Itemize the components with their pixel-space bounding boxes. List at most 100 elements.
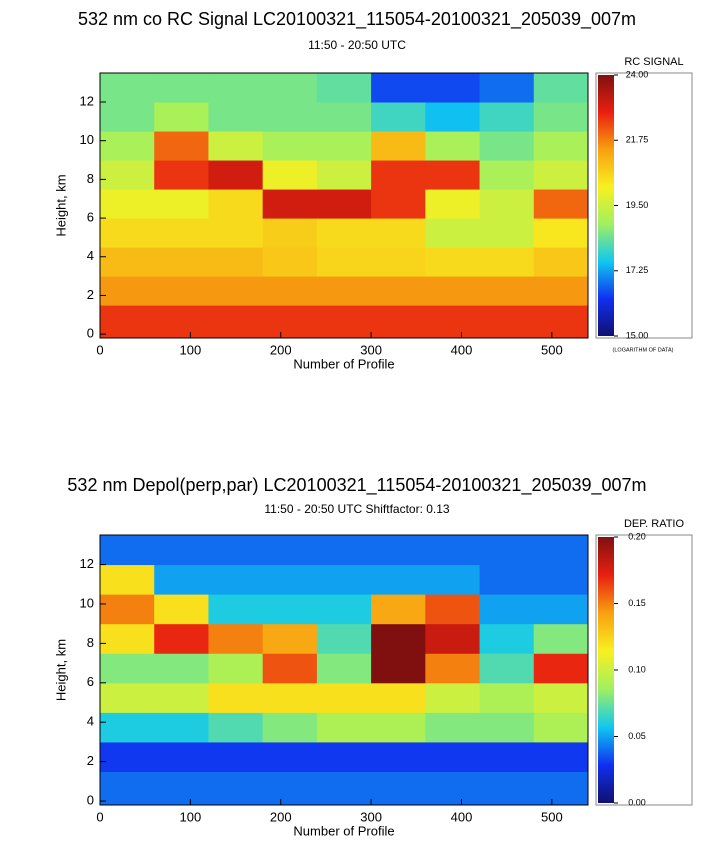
heatmap-cell xyxy=(371,653,426,684)
x-tick-label: 300 xyxy=(360,342,382,357)
heatmap-cell xyxy=(316,623,372,654)
heatmap-cell xyxy=(533,682,589,713)
heatmap-cell xyxy=(479,653,535,684)
x-axis-label: Number of Profile xyxy=(293,823,394,838)
x-tick-label: 200 xyxy=(270,342,292,357)
heatmap-cell xyxy=(154,564,209,595)
x-tick-label: 400 xyxy=(451,809,473,824)
heatmap-cell xyxy=(154,712,209,743)
heatmap-cell xyxy=(208,218,264,248)
heatmap-cell xyxy=(479,771,535,806)
heatmap-cell xyxy=(262,741,318,772)
heatmap-cell xyxy=(316,73,372,103)
heatmap-cell xyxy=(371,276,426,306)
heatmap-cell xyxy=(533,276,589,306)
heatmap-cell xyxy=(154,623,209,654)
heatmap-cell xyxy=(479,623,535,654)
heatmap-cell xyxy=(100,564,155,595)
heatmap-cell xyxy=(316,594,372,625)
chart-subtitle: 11:50 - 20:50 UTC Shiftfactor: 0.13 xyxy=(264,502,450,516)
heatmap-cell xyxy=(100,218,155,248)
heatmap-cell xyxy=(208,102,264,132)
heatmap-cell xyxy=(479,305,535,339)
heatmap-cell xyxy=(479,535,535,566)
heatmap-cell xyxy=(533,305,589,339)
heatmap-cell xyxy=(208,741,264,772)
colorbar-tick-label: 24.00 xyxy=(626,69,649,79)
heatmap-cell xyxy=(262,623,318,654)
x-tick-label: 500 xyxy=(541,342,563,357)
y-tick-label: 0 xyxy=(87,792,94,807)
heatmap-cell xyxy=(425,276,481,306)
heatmap-cell xyxy=(208,653,264,684)
heatmap-cell xyxy=(316,305,372,339)
heatmap-cell xyxy=(425,102,481,132)
heatmap-cell xyxy=(425,771,481,806)
heatmap-cell xyxy=(100,189,155,219)
heatmap-cell xyxy=(316,218,372,248)
heatmap-cell xyxy=(533,102,589,132)
heatmap-cell xyxy=(479,218,535,248)
heatmap-cell xyxy=(316,712,372,743)
heatmap-cell xyxy=(154,741,209,772)
heatmap-cell xyxy=(479,741,535,772)
heatmap-cell xyxy=(425,712,481,743)
heatmap-cell xyxy=(425,218,481,248)
colorbar-tick-label: 0.10 xyxy=(628,664,646,674)
heatmap-cell xyxy=(262,247,318,277)
heatmap-cell xyxy=(154,276,209,306)
heatmap-cell xyxy=(479,594,535,625)
y-tick-label: 12 xyxy=(80,556,94,571)
heatmap-cell xyxy=(208,535,264,566)
heatmap-cell xyxy=(154,305,209,339)
heatmap-cell xyxy=(100,276,155,306)
heatmap-cell xyxy=(425,653,481,684)
heatmap-cell xyxy=(533,741,589,772)
heatmap-cell xyxy=(100,623,155,654)
heatmap-cell xyxy=(208,623,264,654)
heatmap-cell xyxy=(316,682,372,713)
heatmap-cell xyxy=(154,189,209,219)
heatmap-cell xyxy=(100,160,155,190)
chart-title: 532 nm co RC Signal LC20100321_115054-20… xyxy=(78,9,636,30)
heatmap-cell xyxy=(262,189,318,219)
heatmap-cell xyxy=(425,682,481,713)
heatmap-cell xyxy=(425,535,481,566)
x-tick-label: 100 xyxy=(180,342,202,357)
y-tick-label: 12 xyxy=(80,93,94,108)
heatmap-cell xyxy=(479,712,535,743)
heatmap-cell xyxy=(371,535,426,566)
heatmap-cell xyxy=(371,682,426,713)
y-tick-label: 8 xyxy=(87,171,94,186)
y-tick-label: 4 xyxy=(87,714,94,729)
x-axis-label: Number of Profile xyxy=(293,356,394,371)
heatmap-cell xyxy=(479,682,535,713)
colorbar-tick-label: 21.75 xyxy=(626,135,649,145)
heatmap-cell xyxy=(425,160,481,190)
heatmap-cell xyxy=(262,276,318,306)
heatmap-cell xyxy=(154,73,209,103)
heatmap-cell xyxy=(100,653,155,684)
heatmap-cell xyxy=(479,73,535,103)
plot-frame xyxy=(99,534,589,806)
heatmap-cell xyxy=(425,189,481,219)
heatmap-cell xyxy=(316,741,372,772)
heatmap-cell xyxy=(154,653,209,684)
heatmap-cell xyxy=(154,247,209,277)
heatmap-cell xyxy=(154,535,209,566)
colorbar-tick-label: 17.25 xyxy=(626,265,649,275)
heatmap-cell xyxy=(100,741,155,772)
heatmap-cell xyxy=(208,276,264,306)
heatmap-cell xyxy=(425,594,481,625)
heatmap-cell xyxy=(533,653,589,684)
colorbar-tick-label: 0.15 xyxy=(628,598,646,608)
colorbar-tick-label: 15.00 xyxy=(626,330,649,340)
heatmap-cell xyxy=(425,131,481,161)
heatmap-cell xyxy=(100,594,155,625)
colorbar-note: (LOGARITHM OF DATA) xyxy=(613,347,674,353)
heatmap-cell xyxy=(154,131,209,161)
heatmap-cell xyxy=(533,623,589,654)
heatmap-cell xyxy=(208,771,264,806)
heatmap-cell xyxy=(533,712,589,743)
